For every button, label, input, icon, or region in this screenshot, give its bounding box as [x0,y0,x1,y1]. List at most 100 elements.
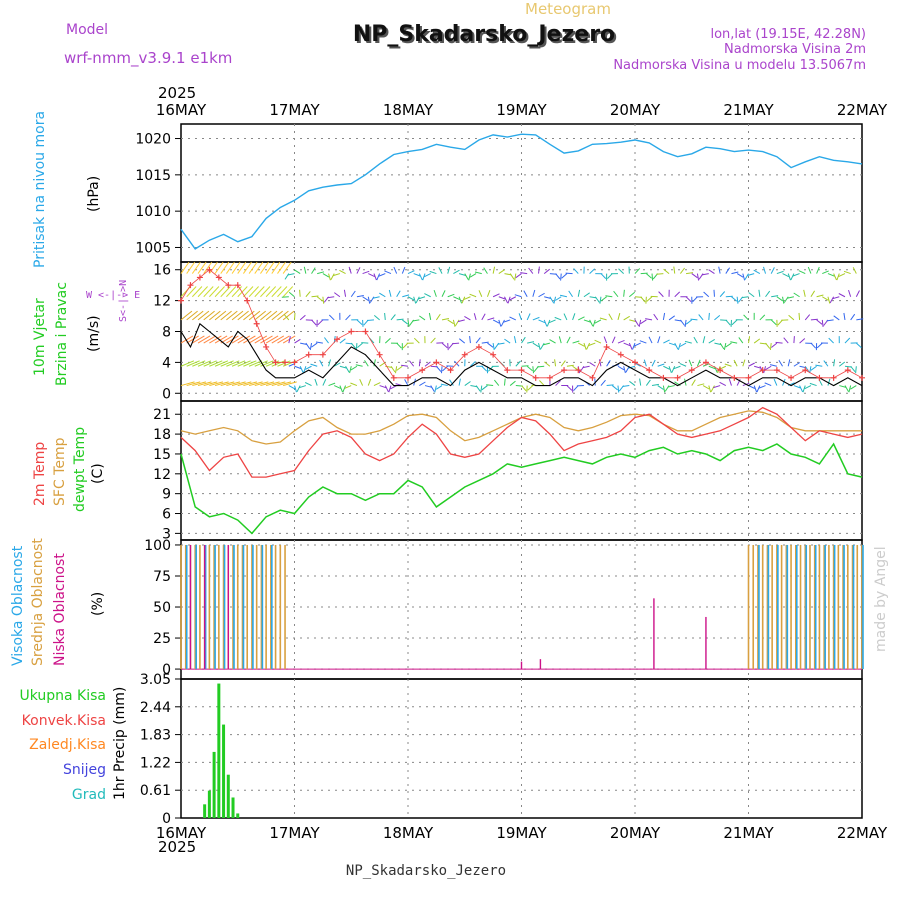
panel-temperature: 3 6 9 12 15 18 21 [153,400,863,542]
wind-arrow [639,378,642,386]
wind-arrow [296,385,301,393]
wind-arrow [260,381,275,387]
wind-arrow [339,269,346,275]
wind-arrow [684,340,692,344]
wind-arrow [713,385,721,389]
wind-arrow [850,365,856,373]
wind-arrow [497,342,505,345]
wind-arrow [328,273,331,281]
wind-arrow [589,319,594,327]
wind-arrow [413,337,420,344]
cloud-ylabel-2: Srednja Oblacnost [30,538,46,666]
wind-arrow [782,273,790,278]
year-top: 2025 [158,84,196,102]
wind-arrow [526,365,533,372]
wind-arrow [359,378,364,386]
wind-arrow [470,385,478,388]
wind-arrow [237,261,247,274]
wind-arrow [640,296,646,303]
pressure-ytick-label: 1005 [135,240,171,256]
wind-arrow [384,312,386,320]
wind-arrow [544,296,552,299]
x-tick-label-top: 19MAY [496,101,547,119]
wind-arrow [708,385,712,393]
wind-arrow [668,315,675,321]
wind-arrow [509,316,517,321]
wind-arrow [413,273,421,277]
wind-arrow [208,261,218,274]
wind-arrow [323,337,329,344]
wind-arrow [826,319,834,322]
wind-arrow [368,273,375,278]
wind-arrow [606,384,614,387]
wind-arrow [378,273,386,277]
wind-arrow [373,273,377,281]
wind-arrow [271,261,281,274]
wind-arrow [823,360,829,367]
wind-ytick-label: 16 [153,263,171,279]
wind-arrow [638,319,642,327]
wind-arrow [617,312,621,321]
wind-arrow [464,315,471,321]
wind-arrow [769,343,772,351]
wind-arrow [186,335,199,344]
wind-arrow [396,342,402,349]
wind-arrow [679,362,687,367]
wind-arrow [586,342,591,350]
wind-arrow [798,312,801,320]
wind-arrow [265,335,279,344]
wind-arrow [771,342,778,348]
wind-arrow [333,362,341,367]
wind-arrow [203,261,213,274]
wind-arrow [690,318,698,321]
dewpoint-series [180,442,863,535]
wind-arrow [311,267,316,274]
wind-arrow [844,337,851,344]
wind-arrow [685,319,693,325]
wind-arrow [458,338,466,344]
wind-arrow [328,314,335,321]
wind-arrow [848,289,852,297]
wind-arrow [449,379,454,386]
wind-arrow [504,273,512,276]
wind-arrow [356,295,364,298]
x-tick-label-bottom: 21MAY [723,824,774,842]
wind-arrow [634,319,640,327]
wind-arrow [180,335,194,344]
wind-arrow [509,380,516,386]
wind-arrow [288,336,291,344]
wind-arrow [555,296,562,301]
wind-arrow [518,313,522,321]
wind-arrow [775,341,783,344]
wind-arrow [248,310,261,321]
wind-arrow [500,319,505,327]
wind-arrow [708,365,716,370]
precip-ytick-label: 0.61 [140,783,171,799]
wind-arrow [736,273,744,278]
wind-arrow [668,366,672,373]
elevation-label: Nadmorska Visina 2m [724,42,866,57]
wind-arrow [342,385,347,393]
wind-arrow [486,384,494,387]
wind-arrow [810,318,818,321]
wind-arrow [521,336,526,344]
wind-arrow [393,266,398,274]
wind-arrow [418,273,423,281]
wind-arrow [214,310,227,321]
wind-arrow [294,385,297,393]
wind-arrow [611,385,619,391]
wind-arrow [452,319,456,327]
wind-arrow [582,365,590,369]
wind-arrow [513,336,517,344]
wind-arrow [528,267,534,274]
wind-arrow [725,267,731,274]
wind-arrow [350,342,357,349]
page-title-front: NP_Skadarsko_Jezero [353,22,615,47]
wind-arrow [343,289,347,297]
wind-arrow [418,359,421,367]
wind-arrow [345,365,350,373]
wind-arrow [441,290,446,297]
wind-arrow [254,261,264,274]
wind-arrow [731,296,738,302]
precip-bar [203,804,207,818]
